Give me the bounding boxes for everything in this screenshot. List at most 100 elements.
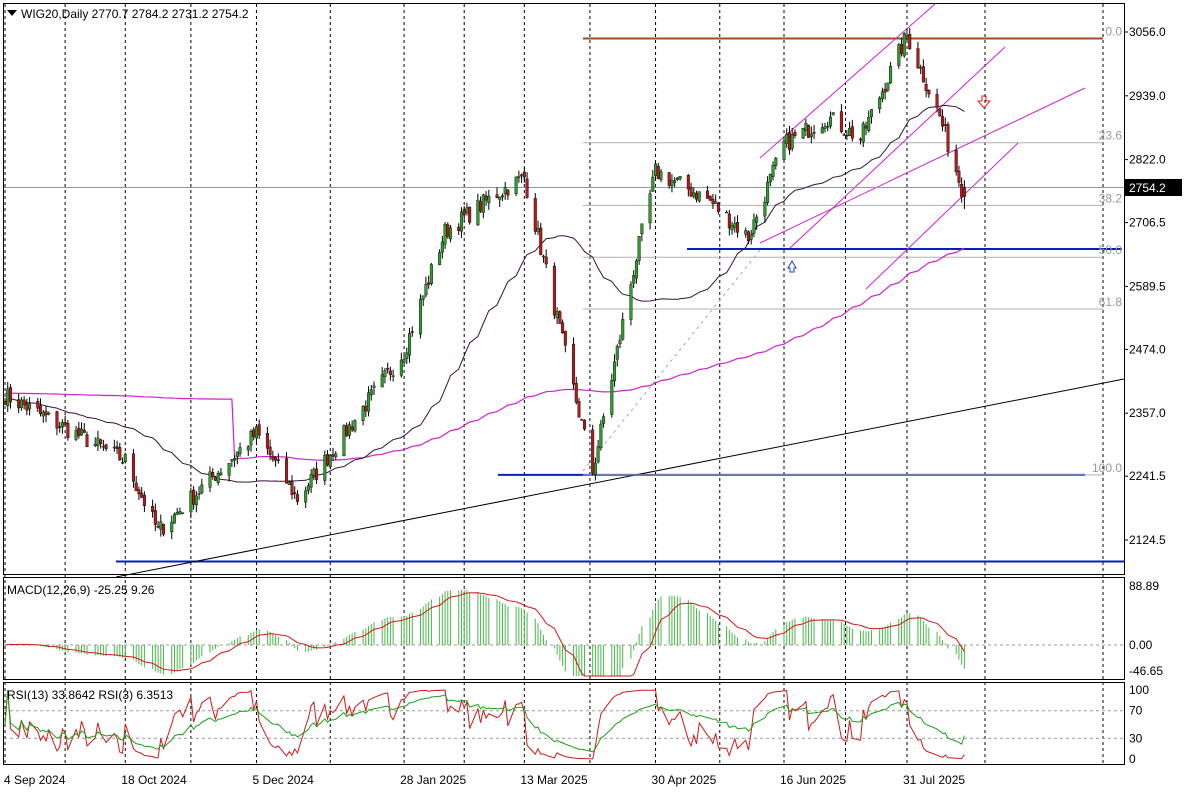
macd-title: MACD(12,26,9) -25.25 9.26	[7, 583, 155, 597]
candle-body	[252, 429, 256, 438]
channel-line	[759, 87, 1086, 244]
candle-body	[82, 429, 86, 433]
candle-body	[766, 181, 770, 203]
x-tick-label: 16 Jun 2025	[780, 773, 846, 787]
candle-body	[309, 474, 313, 488]
last-price-tag: 2754.2	[1129, 181, 1166, 195]
candle-body	[744, 230, 748, 235]
candle-body	[536, 227, 540, 232]
candle-body	[443, 224, 447, 245]
candle-body	[539, 227, 543, 255]
candle-body	[935, 94, 939, 108]
candle-body	[353, 420, 357, 432]
rsi-series	[4, 689, 1124, 760]
candle-body	[831, 112, 835, 116]
candle-body	[552, 265, 556, 316]
candle-body	[137, 489, 141, 495]
rsi-panel	[3, 682, 1125, 765]
candle-body	[820, 127, 824, 134]
fib-base-line	[582, 249, 761, 472]
candle-body	[629, 284, 633, 320]
y-tick-label: 3056.0	[1129, 25, 1166, 39]
candle-body	[812, 132, 816, 134]
candle-body	[295, 494, 299, 502]
candle-body	[85, 434, 89, 448]
candle-body	[596, 446, 600, 463]
candle-body	[427, 282, 431, 285]
candle-body	[304, 490, 308, 503]
candle-body	[787, 132, 791, 150]
candle-body	[388, 370, 392, 375]
y-tick-label: 2357.0	[1129, 406, 1166, 420]
candle-body	[80, 428, 84, 436]
candle-body	[697, 191, 701, 202]
fib-level-label: 50.0	[1099, 243, 1123, 257]
fib-level-label: 38.2	[1099, 191, 1123, 205]
candle-body	[801, 128, 805, 139]
candle-body	[380, 374, 384, 388]
candle-body	[93, 443, 97, 446]
candle-body	[249, 431, 253, 446]
candle-body	[943, 124, 947, 126]
candle-body	[842, 134, 846, 136]
candle-body	[347, 424, 351, 436]
candle-body	[572, 343, 576, 385]
candle-body	[233, 458, 237, 461]
candle-body	[733, 223, 737, 228]
candle-body	[175, 512, 179, 515]
candle-body	[3, 401, 7, 405]
candle-body	[142, 494, 146, 507]
candle-body	[582, 419, 586, 430]
candle-body	[440, 241, 444, 253]
candle-body	[848, 128, 852, 137]
channel-line	[865, 142, 1019, 290]
candle-body	[391, 375, 395, 377]
candle-body	[711, 198, 715, 205]
candle-body	[99, 439, 103, 444]
candle-body	[919, 67, 923, 69]
candle-body	[500, 195, 504, 198]
candle-body	[533, 198, 537, 232]
candle-body	[36, 401, 40, 409]
candle-body	[197, 493, 201, 495]
candle-body	[621, 319, 625, 340]
candle-body	[768, 173, 772, 183]
candle-body	[438, 252, 442, 265]
candle-body	[219, 472, 223, 476]
candle-body	[667, 172, 671, 186]
candle-body	[755, 216, 759, 223]
candle-body	[577, 401, 581, 418]
candle-body	[580, 419, 584, 421]
candle-body	[648, 193, 652, 224]
candle-body	[771, 164, 775, 177]
candle-body	[131, 453, 135, 482]
macd-signal-line	[4, 592, 965, 677]
candle-body	[118, 447, 122, 461]
candle-body	[19, 399, 23, 408]
candle-body	[268, 446, 272, 456]
candle-body	[790, 134, 794, 149]
candle-body	[213, 476, 217, 481]
candle-body	[654, 163, 658, 176]
trend-line	[115, 378, 1125, 578]
candle-body	[634, 260, 638, 279]
symbol-menu-triangle-icon[interactable]	[7, 10, 17, 16]
candle-body	[807, 124, 811, 138]
candle-body	[823, 126, 827, 129]
candle-body	[692, 192, 696, 197]
candle-body	[22, 399, 26, 406]
candle-body	[468, 206, 472, 223]
candle-body	[345, 425, 349, 437]
candle-body	[651, 176, 655, 192]
candle-body	[369, 389, 373, 396]
candle-body	[659, 171, 663, 180]
candle-body	[618, 339, 622, 345]
candle-body	[361, 406, 365, 421]
candle-body	[632, 275, 636, 284]
candle-body	[367, 392, 371, 412]
grid	[4, 4, 1104, 764]
candle-body	[17, 399, 21, 409]
candle-body	[725, 211, 729, 214]
fib-level-label: 0.0	[1105, 25, 1122, 39]
candle-body	[555, 311, 559, 319]
